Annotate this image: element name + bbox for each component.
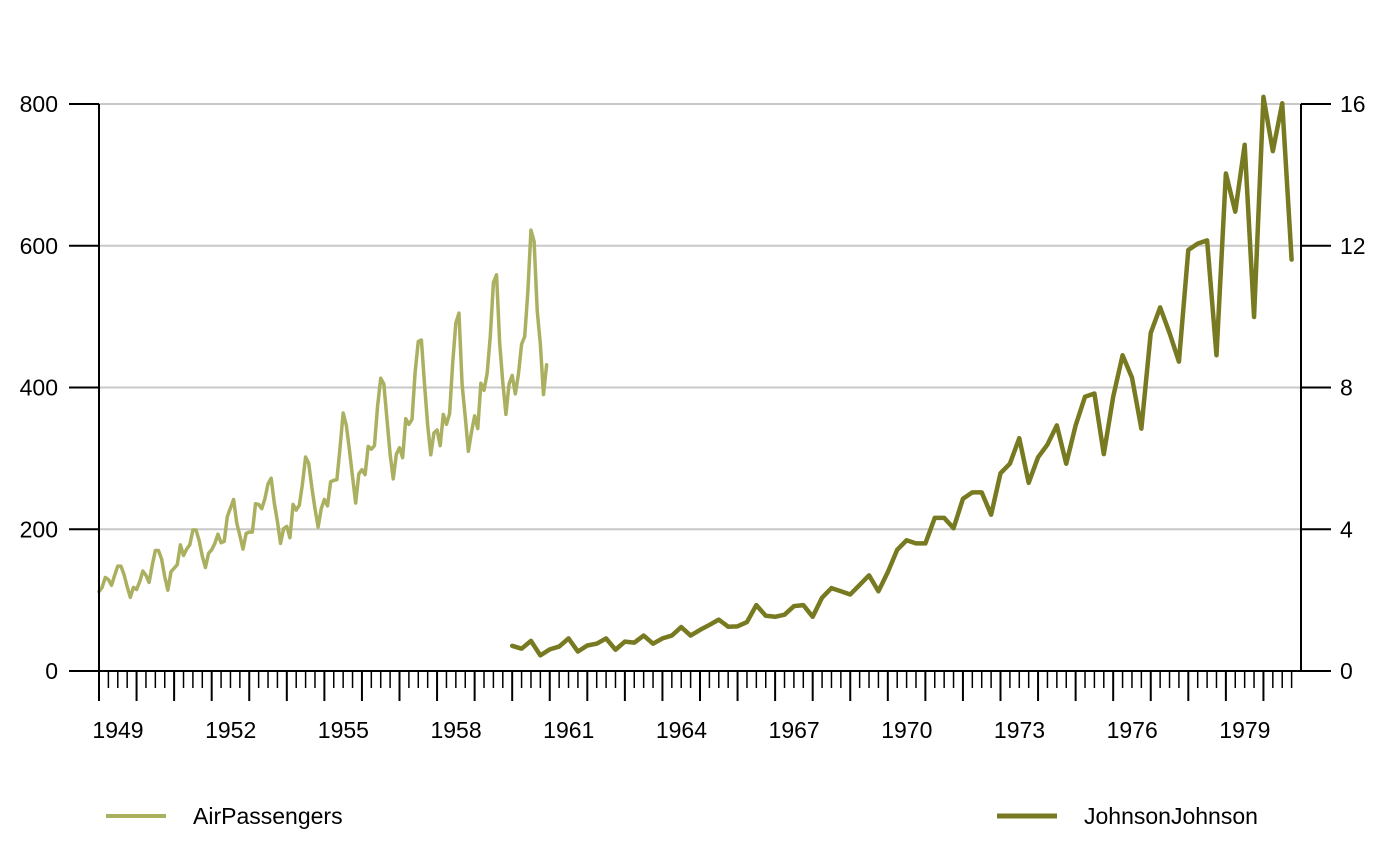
series-line-johnsonjohnson xyxy=(509,94,1294,658)
right-y-axis: 0 4 8 12 16 xyxy=(1301,91,1366,684)
x-tick-label: 1973 xyxy=(994,717,1045,743)
legend: AirPassengers JohnsonJohnson xyxy=(106,803,1258,829)
x-axis: 1949 1952 1955 1958 1961 1964 1967 1970 1973 1976… xyxy=(92,671,1293,743)
right-y-tick-label: 12 xyxy=(1340,233,1366,259)
grid-lines xyxy=(99,103,1301,531)
series-line-airpassengers xyxy=(97,228,549,600)
legend-label-airpassengers: AirPassengers xyxy=(193,803,343,829)
left-y-tick-label: 400 xyxy=(20,375,58,401)
right-y-tick-label: 4 xyxy=(1340,516,1353,542)
x-tick-label: 1961 xyxy=(543,717,594,743)
right-y-tick-label: 8 xyxy=(1340,375,1353,401)
left-y-tick-label: 0 xyxy=(45,658,58,684)
x-tick-label: 1979 xyxy=(1219,717,1270,743)
left-y-tick-label: 200 xyxy=(20,516,58,542)
left-y-tick-label: 800 xyxy=(20,91,58,117)
x-tick-label: 1976 xyxy=(1107,717,1158,743)
x-tick-label: 1970 xyxy=(881,717,932,743)
left-y-axis: 0 200 400 600 800 xyxy=(20,91,99,684)
x-tick-label: 1952 xyxy=(205,717,256,743)
right-y-tick-label: 16 xyxy=(1340,91,1366,117)
x-tick-label: 1967 xyxy=(769,717,820,743)
x-tick-label: 1949 xyxy=(92,717,143,743)
left-y-tick-label: 600 xyxy=(20,233,58,259)
legend-label-johnsonjohnson: JohnsonJohnson xyxy=(1084,803,1258,829)
right-y-tick-label: 0 xyxy=(1340,658,1353,684)
x-tick-label: 1955 xyxy=(318,717,369,743)
series-lines xyxy=(97,94,1294,658)
x-tick-label: 1958 xyxy=(430,717,481,743)
x-tick-label: 1964 xyxy=(656,717,707,743)
